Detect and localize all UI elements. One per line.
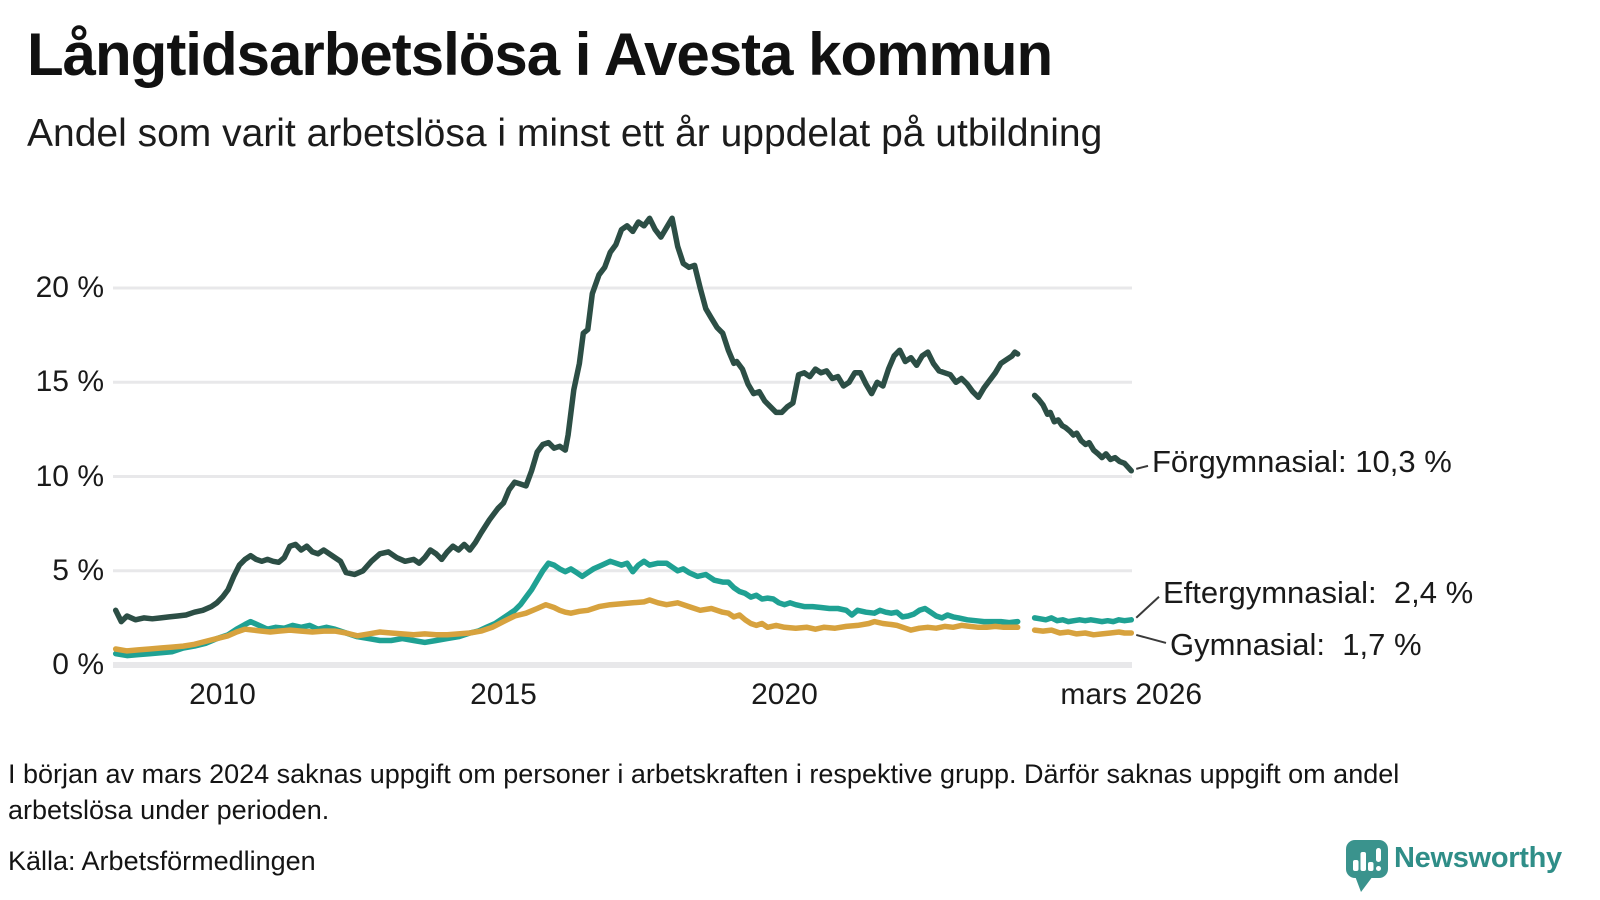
y-axis-tick-5: 5 % <box>52 553 104 587</box>
series-line-gymnasial-seg1 <box>112 597 1021 654</box>
x-axis-tick-2020: 2020 <box>751 678 818 711</box>
x-axis-tick-2010: 2010 <box>189 678 256 711</box>
series-line-forgymnasial-seg2 <box>1031 392 1135 474</box>
page-subtitle: Andel som varit arbetslösa i minst ett å… <box>27 112 1103 155</box>
series-line-eftergymnasial-seg1 <box>112 558 1021 659</box>
newsworthy-wordmark: Newsworthy <box>1394 842 1562 874</box>
legend-label-gymnasial: Gymnasial: 1,7 % <box>1170 626 1422 662</box>
newsworthy-logo: Newsworthy <box>1344 838 1594 896</box>
y-axis-tick-20: 20 % <box>35 271 104 304</box>
series-line-eftergymnasial-seg2 <box>1031 615 1135 625</box>
series-line-gymnasial-seg2 <box>1031 627 1135 638</box>
legend-connector-forgymnasial <box>1136 464 1149 470</box>
newsworthy-logo-icon <box>1346 840 1388 892</box>
series-line-forgymnasial-seg1 <box>112 215 1021 625</box>
legend-label-eftergymnasial: Eftergymnasial: 2,4 % <box>1163 574 1474 610</box>
y-axis-tick-10: 10 % <box>35 459 104 493</box>
legend-connector-gymnasial <box>1135 633 1167 644</box>
y-axis-tick-0: 0 % <box>52 648 104 681</box>
source-note: Källa: Arbetsförmedlingen <box>8 846 316 876</box>
legend-label-forgymnasial: Förgymnasial: 10,3 % <box>1152 443 1452 479</box>
y-axis-tick-15: 15 % <box>35 365 104 399</box>
footnote: I början av mars 2024 saknas uppgift om … <box>8 759 1400 825</box>
x-axis-tick-mars2026: mars 2026 <box>1060 678 1203 711</box>
x-axis-tick-2015: 2015 <box>470 678 537 711</box>
page-title: Långtidsarbetslösa i Avesta kommun <box>27 21 1053 88</box>
legend-connector-eftergymnasial <box>1135 596 1160 619</box>
